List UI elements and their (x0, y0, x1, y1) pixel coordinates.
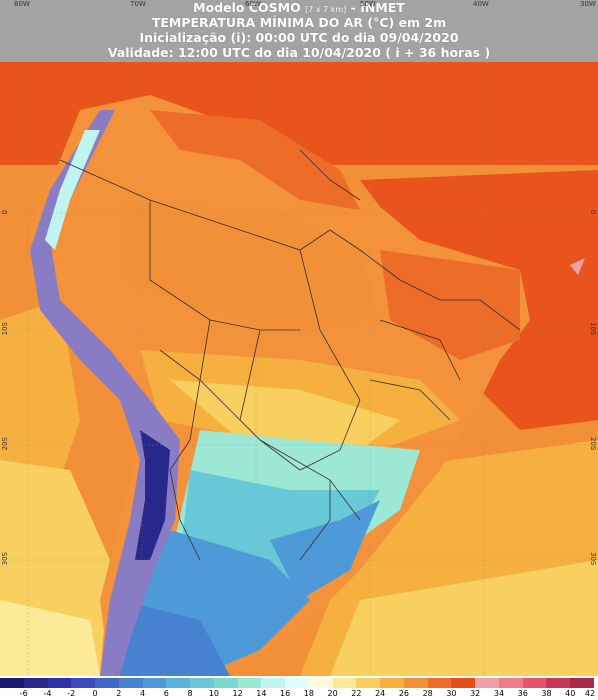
border-line (359, 249, 521, 331)
amazon-warm (120, 200, 380, 330)
andes-core (135, 430, 170, 560)
border-line (159, 349, 201, 561)
legend-color-swatch (95, 678, 120, 688)
lat-label: 20S (1, 437, 9, 451)
lat-label: 10S (1, 322, 9, 336)
legend-tick-label: 28 (422, 689, 433, 698)
legend-tick-label: 4 (140, 689, 146, 698)
border-line (59, 159, 361, 251)
validity-text: Validade: 12:00 UTC do dia 10/04/2020 ( … (107, 45, 491, 60)
legend-color-swatch (261, 678, 286, 688)
legend-color-swatch (190, 678, 215, 688)
legend-color-swatch (308, 678, 334, 688)
lat-label-right: 20S (589, 437, 597, 451)
border-line (239, 329, 361, 521)
color-scale-legend: -6 -4 -2 0 2 4 6 8 10 12 14 16 18 20 22 24 26 28 30 32 34 36 3… (0, 676, 598, 700)
graticule (0, 0, 598, 676)
atlantic-far-south (330, 560, 598, 676)
legend-tick-label: 16 (280, 689, 291, 698)
lon-label: 80W (14, 0, 30, 8)
legend-color-swatch (213, 678, 239, 688)
legend-color-swatch (427, 678, 452, 688)
lat-label: 30S (1, 552, 9, 566)
legend-tick-label: 18 (303, 689, 314, 698)
pacific-far-south (0, 600, 100, 676)
lat-label-right: 30S (589, 552, 597, 566)
north-coast-warm (150, 110, 360, 210)
lon-label: 50W (360, 0, 376, 8)
legend-color-swatch (47, 678, 72, 688)
border-line (299, 480, 331, 561)
legend-tick-label: 22 (351, 689, 362, 698)
legend-color-swatch (166, 678, 191, 688)
legend-color-swatch (546, 678, 571, 688)
legend-color-swatch (285, 678, 310, 688)
legend-tick-label: 0 (92, 689, 98, 698)
legend-tick-label: 34 (493, 689, 505, 698)
patagonia-blue (110, 600, 230, 676)
legend-tick-label: 42 (584, 689, 596, 698)
model-source: - INMET (350, 0, 405, 15)
initialization-text: Inicialização (i): 00:00 UTC do dia 09/0… (139, 30, 459, 45)
legend-color-swatch (356, 678, 381, 688)
legend-tick-label: 20 (327, 689, 338, 698)
legend-tick-label: 24 (375, 689, 386, 698)
legend-color-swatch (475, 678, 500, 688)
border-line (299, 149, 361, 201)
lon-label: 70W (130, 0, 146, 8)
legend-color-swatch (142, 678, 167, 688)
model-resolution: [7 x 7 km] (305, 5, 347, 14)
legend-tick-label: 26 (398, 689, 409, 698)
legend-color-swatch (498, 678, 524, 688)
legend-color-swatch (332, 678, 357, 688)
legend-color-swatch (0, 678, 25, 688)
legend-color-swatch (522, 678, 547, 688)
lat-label-right: 10S (589, 322, 597, 336)
border-line (259, 249, 361, 471)
pacific-cool (0, 300, 80, 490)
legend-tick-label: 14 (256, 689, 267, 698)
variable-title: TEMPERATURA MÍNIMA DO AR (°C) em 2m (151, 15, 447, 30)
legend-color-swatch (237, 678, 262, 688)
border-line (379, 319, 461, 381)
lat-label: 0 (1, 210, 9, 215)
legend-tick-label: 40 (565, 689, 576, 698)
lon-label: 60W (245, 0, 261, 8)
legend-tick-label: 32 (470, 689, 481, 698)
legend-tick-label: -6 (19, 689, 28, 698)
model-title: Modelo COSMO [7 x 7 km] - INMET (0, 1, 598, 17)
legend-color-swatch (380, 678, 405, 688)
legend-tick-label: 36 (517, 689, 528, 698)
legend-tick-label: -2 (67, 689, 76, 698)
northeast-hot (380, 250, 520, 360)
legend-tick-label: 10 (208, 689, 219, 698)
legend-color-swatch (451, 678, 476, 688)
border-line (369, 379, 451, 421)
legend-color-swatch (71, 678, 96, 688)
legend-tick-label: 38 (541, 689, 552, 698)
map-header: Modelo COSMO [7 x 7 km] - INMET TEMPERAT… (0, 0, 598, 62)
legend-tick-label: -4 (43, 689, 52, 698)
legend-color-swatch (118, 678, 144, 688)
legend-tick-label: 30 (446, 689, 457, 698)
legend-tick-label: 8 (187, 689, 193, 698)
legend-tick-label: 6 (163, 689, 169, 698)
south-brazil-blue (270, 500, 380, 600)
lon-label: 30W (580, 0, 596, 8)
central-yellow (170, 380, 400, 450)
legend-color-swatch (23, 678, 48, 688)
lat-label-right: 0 (589, 210, 597, 215)
model-name: Modelo COSMO (193, 0, 301, 15)
andes-light (45, 130, 100, 250)
cold-spot (570, 258, 585, 275)
legend-tick-label: 12 (232, 689, 243, 698)
legend-color-swatch (403, 678, 429, 688)
legend-color-swatch (570, 678, 595, 688)
legend-tick-label: 2 (116, 689, 122, 698)
lon-label: 40W (473, 0, 489, 8)
